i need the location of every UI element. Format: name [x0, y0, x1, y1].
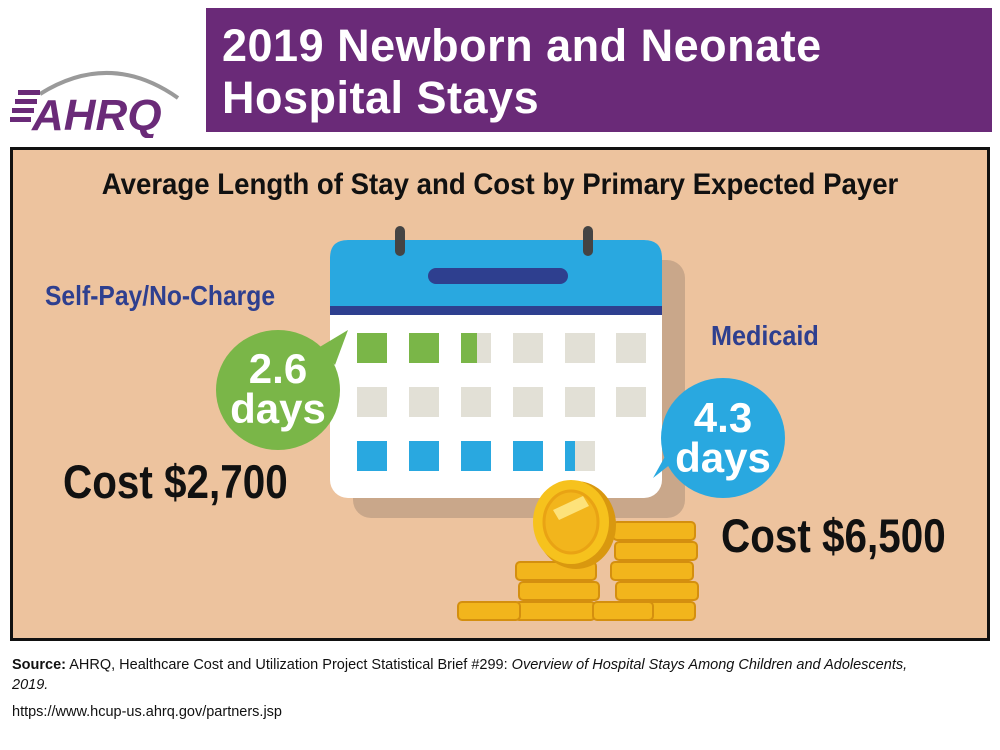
ahrq-logo: AHRQ — [10, 70, 180, 138]
speech-bubble-blue — [653, 378, 785, 498]
infographic-subtitle: Average Length of Stay and Cost by Prima… — [101, 168, 899, 201]
payer-label-medicaid: Medicaid — [711, 320, 819, 351]
coin-stacks — [457, 480, 699, 621]
stay-bubble-medicaid: 4.3 days — [653, 394, 793, 481]
calendar-row-2 — [357, 387, 646, 417]
infographic-panel: Average Length of Stay and Cost by Prima… — [10, 147, 990, 641]
page-title-line-1: 2019 Newborn and Neonate — [222, 20, 822, 71]
source-text: AHRQ, Healthcare Cost and Utilization Pr… — [66, 657, 512, 673]
source-citation: Source: AHRQ, Healthcare Cost and Utiliz… — [12, 655, 912, 695]
title-banner: 2019 Newborn and Neonate Hospital Stays — [206, 8, 992, 132]
cost-self-pay: Cost $2,700 — [63, 455, 288, 508]
calendar-coins-illustration — [216, 226, 785, 621]
calendar-header-stripe — [330, 306, 662, 315]
calendar-row-3 — [357, 441, 595, 471]
ahrq-logo-text: AHRQ — [31, 91, 162, 138]
stay-bubble-self-pay: 2.6 days — [208, 345, 348, 432]
calendar-row-1 — [357, 333, 646, 363]
stay-unit-medicaid: days — [675, 434, 771, 481]
stay-unit-self-pay: days — [230, 385, 326, 432]
source-label: Source: — [12, 657, 66, 673]
calendar-slot — [428, 268, 568, 284]
source-title: Overview of Hospital Stays Among Childre… — [12, 657, 908, 693]
cost-medicaid: Cost $6,500 — [721, 509, 946, 562]
page-title-line-2: Hospital Stays — [222, 72, 540, 123]
calendar-ring-left — [395, 226, 405, 256]
speech-bubble-green — [216, 330, 348, 450]
source-url: https://www.hcup-us.ahrq.gov/partners.js… — [12, 704, 282, 720]
payer-label-self-pay: Self-Pay/No-Charge — [45, 280, 276, 311]
calendar-ring-right — [583, 226, 593, 256]
stay-value-medicaid: 4.3 — [693, 394, 753, 441]
stay-value-self-pay: 2.6 — [248, 345, 308, 392]
